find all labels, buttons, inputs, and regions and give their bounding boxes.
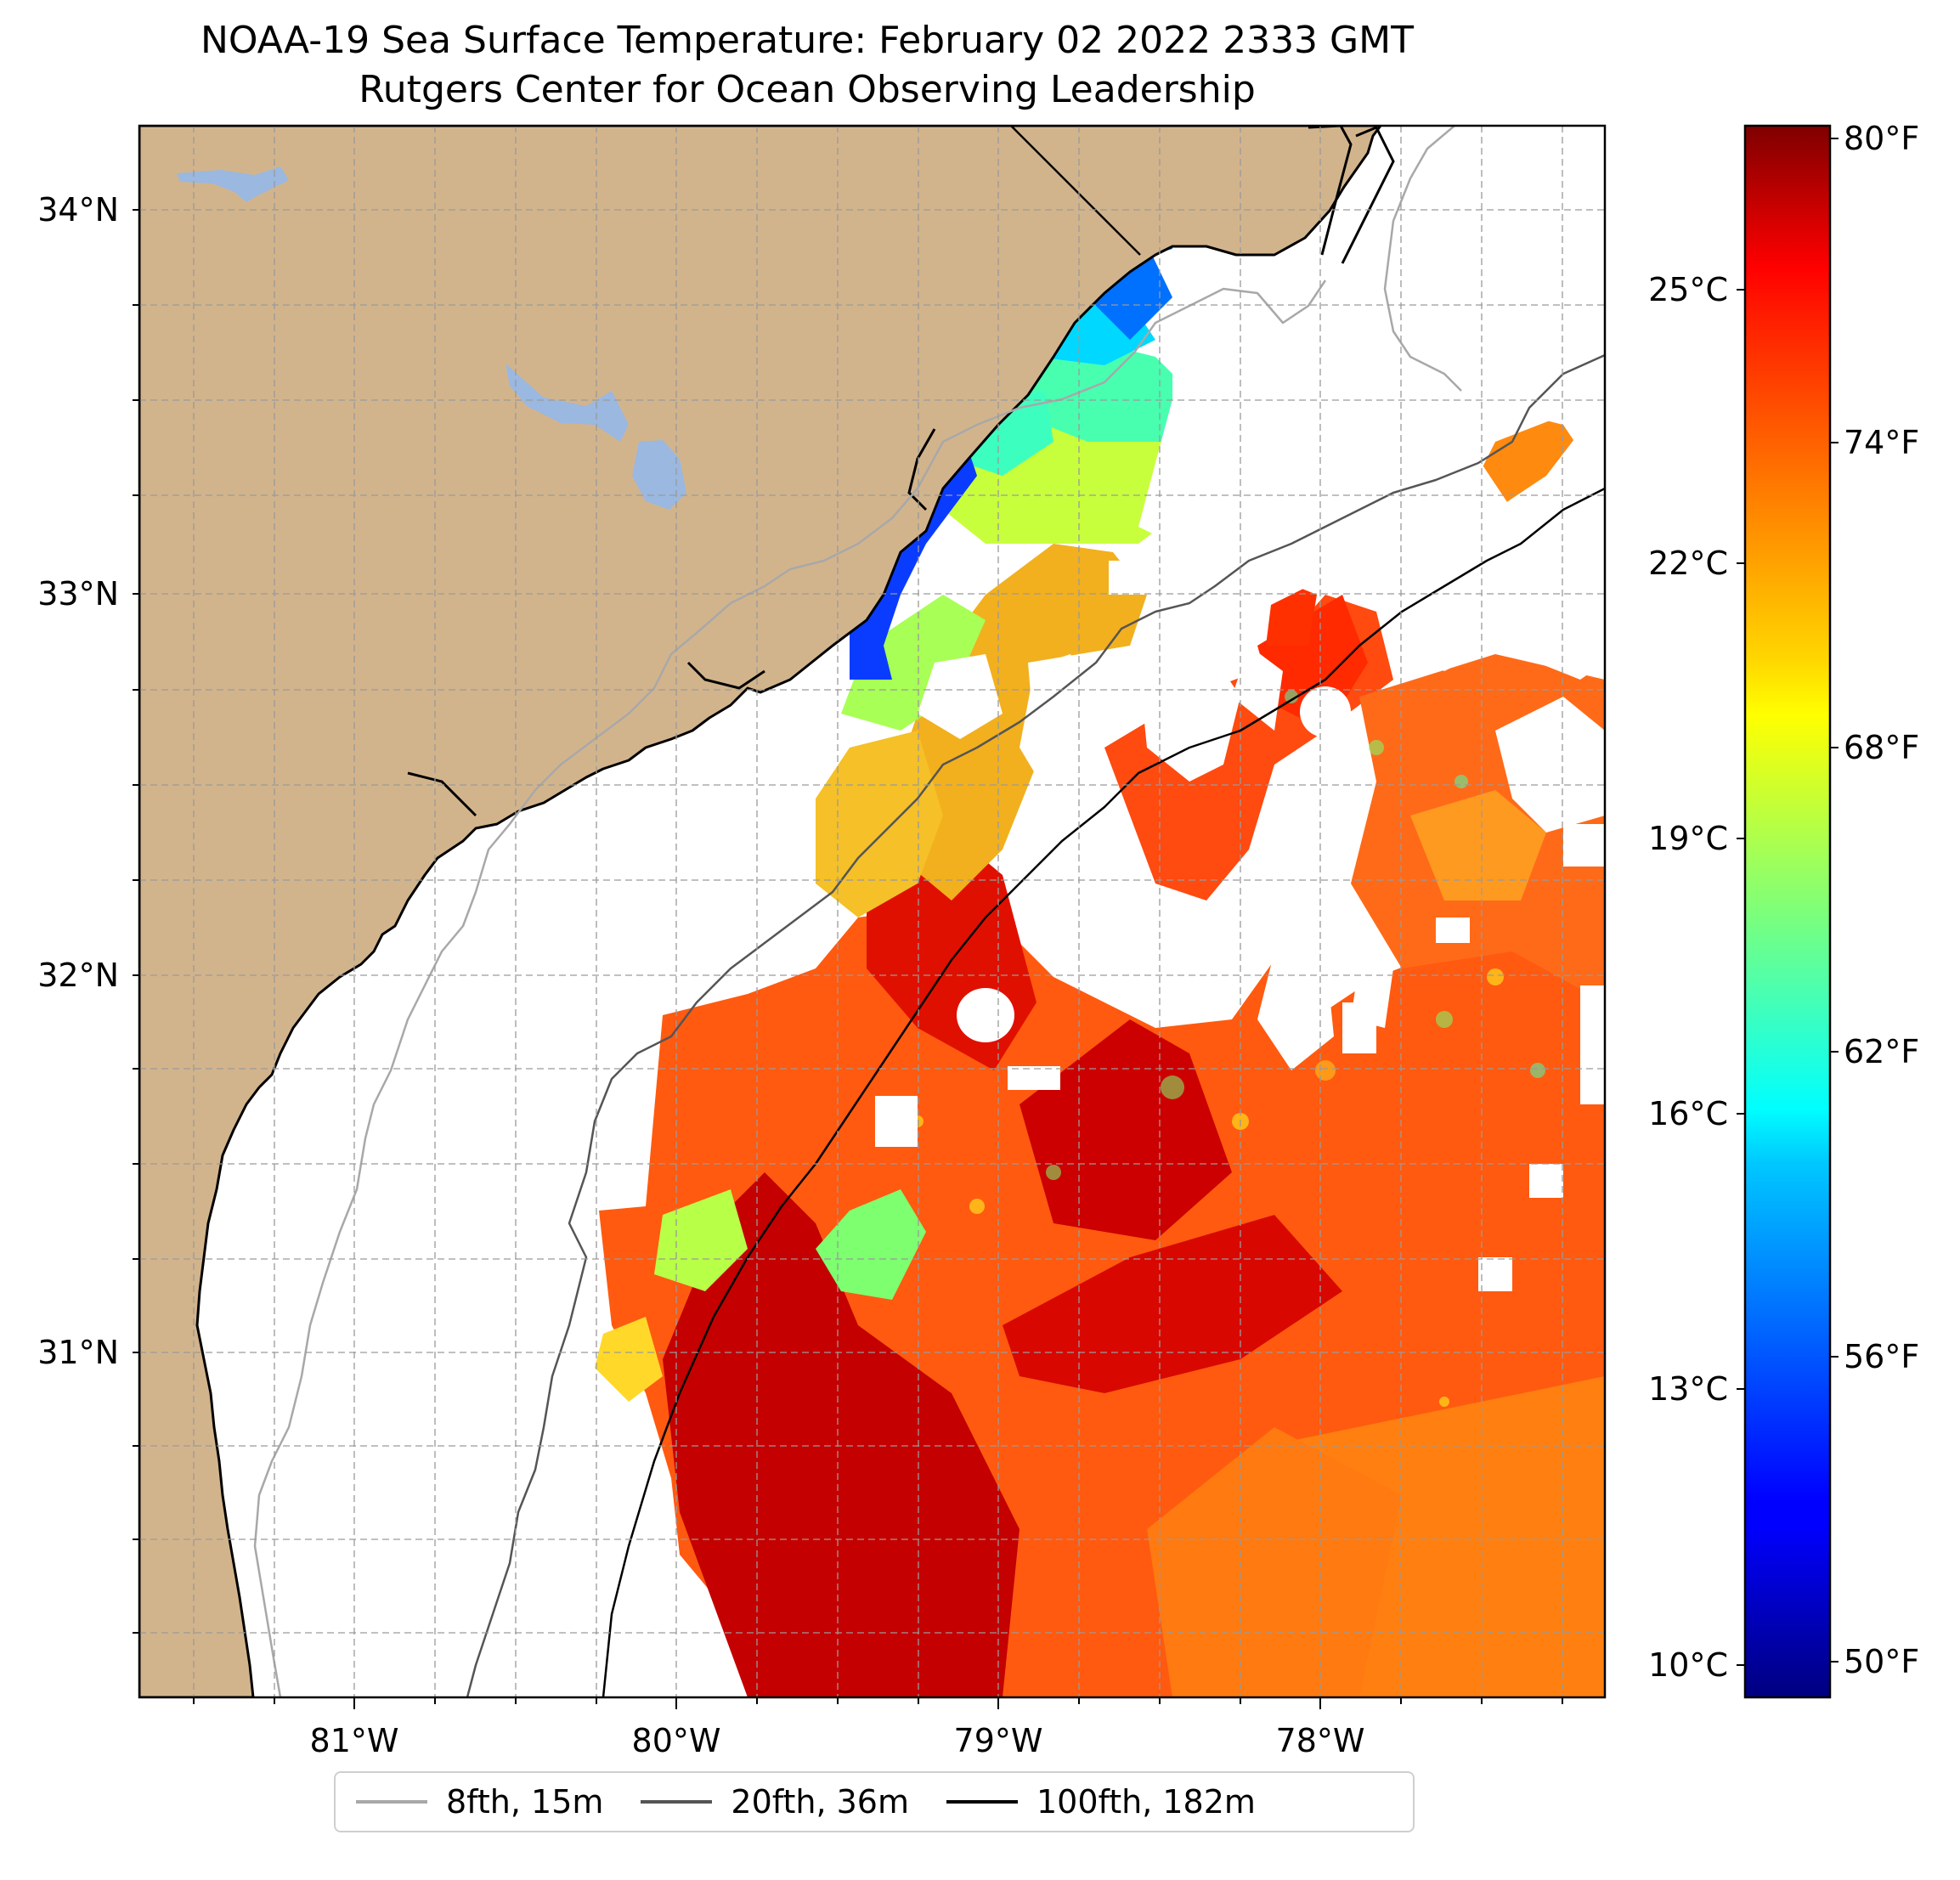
lat-label-32n: 32°N xyxy=(37,957,119,994)
legend-item-100fth: 100fth, 182m xyxy=(946,1783,1256,1821)
legend-item-8fth: 8fth, 15m xyxy=(356,1783,603,1821)
lat-label-33n: 33°N xyxy=(37,575,119,613)
colorbar-f-label: 80°F xyxy=(1844,120,1919,157)
legend-item-20fth: 20fth, 36m xyxy=(641,1783,909,1821)
map-frame xyxy=(138,124,1607,1699)
legend-label: 20fth, 36m xyxy=(731,1783,909,1821)
colorbar xyxy=(1743,124,1832,1699)
legend-swatch xyxy=(946,1800,1018,1804)
colorbar-c-label: 22°C xyxy=(1648,545,1728,582)
lat-label-31n: 31°N xyxy=(37,1334,119,1371)
colorbar-f-label: 74°F xyxy=(1844,424,1919,461)
lon-label-79w: 79°W xyxy=(954,1722,1043,1759)
colorbar-c-label: 25°C xyxy=(1648,271,1728,308)
axis-ticks xyxy=(133,209,1563,1709)
isobath-100fth xyxy=(602,487,1605,1697)
colorbar-ticks xyxy=(1737,138,1839,1666)
legend-swatch xyxy=(356,1800,427,1804)
chart-subtitle: Rutgers Center for Ocean Observing Leade… xyxy=(359,68,1256,111)
lon-label-80w: 80°W xyxy=(632,1722,721,1759)
chart-title: NOAA-19 Sea Surface Temperature: Februar… xyxy=(201,19,1414,62)
state-border xyxy=(1010,126,1141,256)
colorbar-f-label: 62°F xyxy=(1844,1033,1919,1070)
colorbar-c-label: 16°C xyxy=(1648,1095,1728,1132)
colorbar-f-label: 50°F xyxy=(1844,1643,1919,1680)
lat-label-34n: 34°N xyxy=(37,191,119,229)
isobath-legend: 8fth, 15m 20fth, 36m 100fth, 182m xyxy=(334,1771,1415,1832)
isobath-8fth xyxy=(253,126,1462,1697)
gridlines xyxy=(139,126,1605,1697)
colorbar-f-label: 56°F xyxy=(1844,1338,1919,1375)
cloud-gaps xyxy=(875,365,1605,1291)
colorbar-c-label: 13°C xyxy=(1648,1370,1728,1408)
colorbar-f-label: 68°F xyxy=(1844,729,1919,766)
lon-label-78w: 78°W xyxy=(1276,1722,1365,1759)
legend-label: 100fth, 182m xyxy=(1036,1783,1256,1821)
isobaths xyxy=(253,126,1605,1697)
lon-label-81w: 81°W xyxy=(310,1722,399,1759)
legend-swatch xyxy=(641,1800,713,1804)
colorbar-c-label: 10°C xyxy=(1648,1646,1728,1684)
lakes xyxy=(177,167,686,510)
legend-label: 8fth, 15m xyxy=(446,1783,604,1821)
colorbar-c-label: 19°C xyxy=(1648,820,1728,857)
isobath-20fth xyxy=(466,353,1605,1697)
